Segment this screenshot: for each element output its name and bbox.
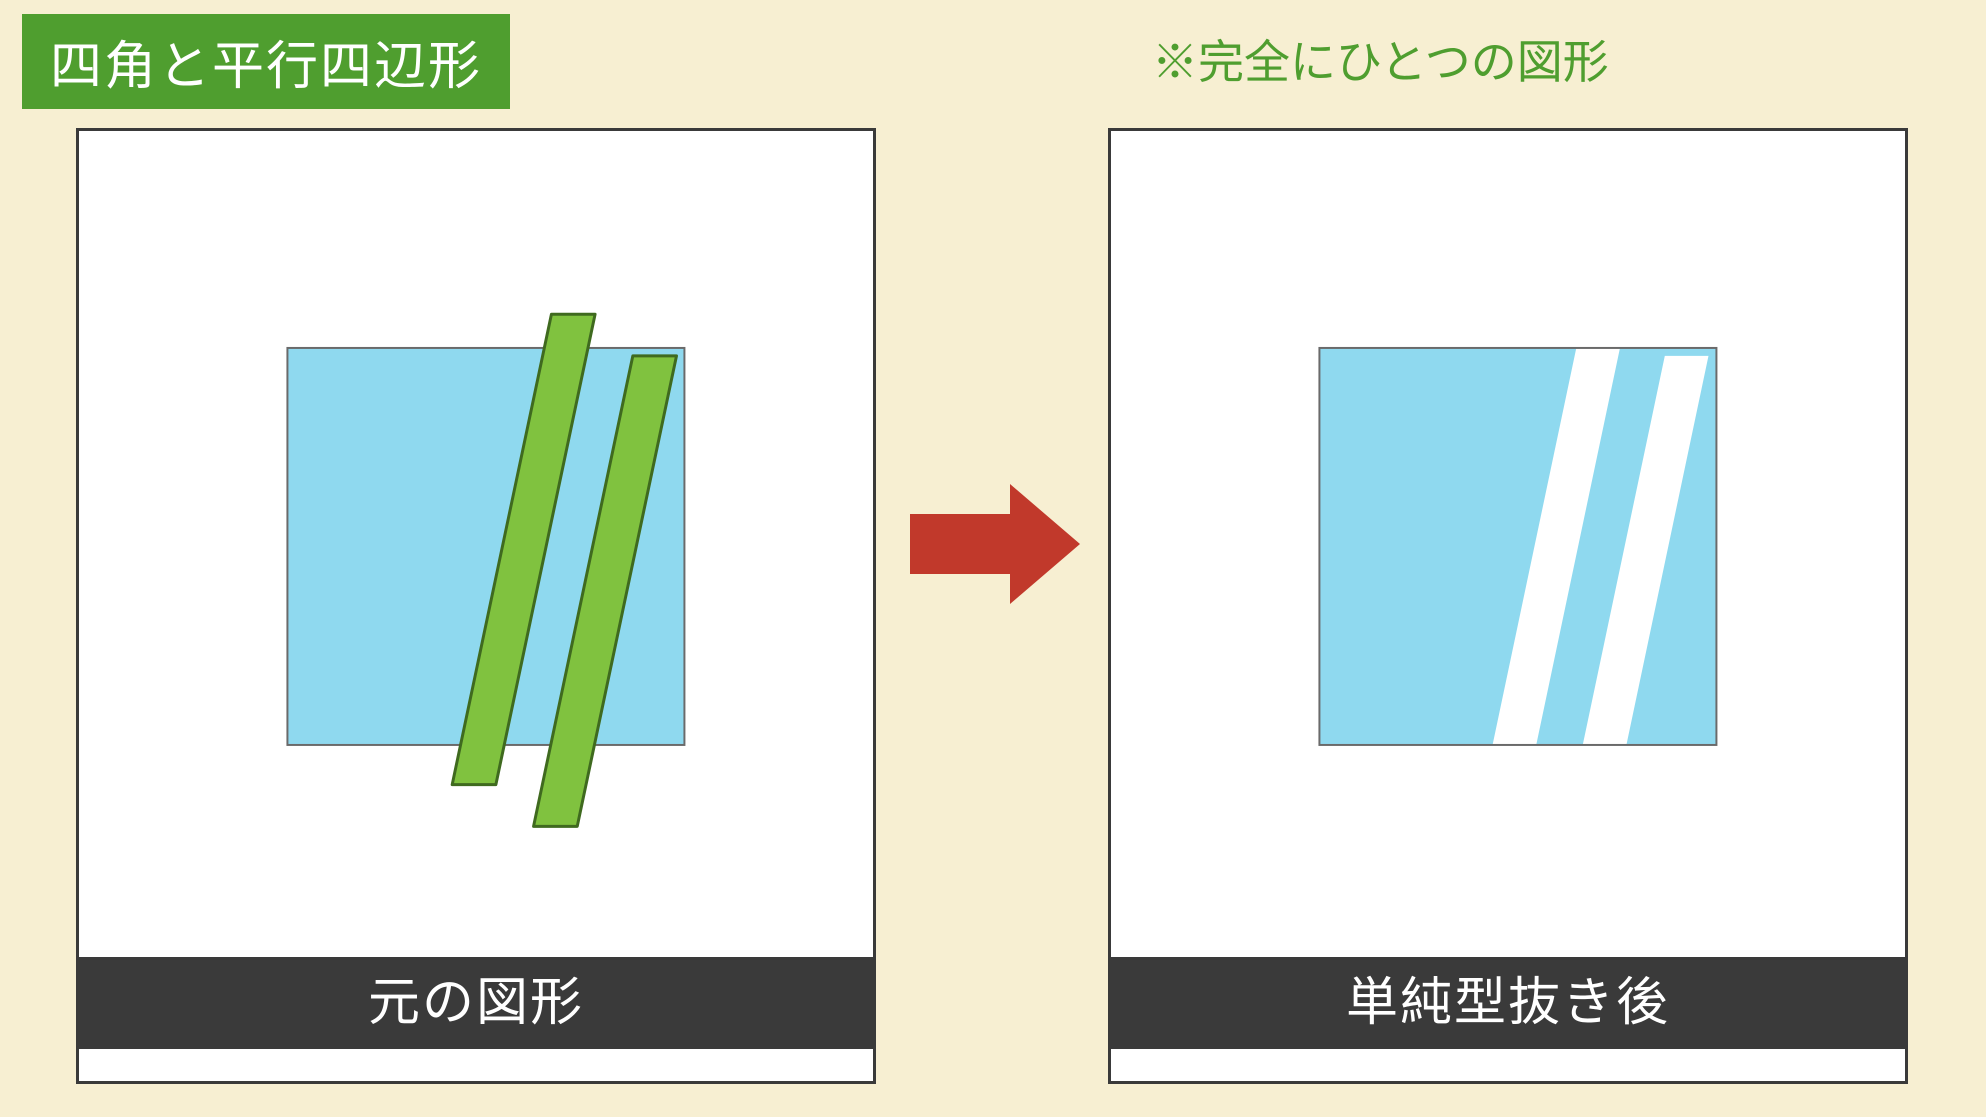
- panel-original: 元の図形: [76, 128, 876, 1084]
- caption-original: 元の図形: [79, 957, 873, 1049]
- note-text: ※完全にひとつの図形: [1152, 26, 1609, 92]
- transform-arrow: [910, 484, 1080, 609]
- arrow-icon: [910, 484, 1080, 604]
- caption-original-text: 元の図形: [368, 974, 584, 1032]
- title-text: 四角と平行四辺形: [50, 38, 482, 96]
- caption-result-text: 単純型抜き後: [1346, 974, 1670, 1032]
- panel-result: 単純型抜き後: [1108, 128, 1908, 1084]
- arrow-right-icon: [910, 484, 1080, 604]
- diagram-result: [1111, 131, 1905, 1081]
- square-with-cutouts: [1319, 314, 1716, 826]
- caption-result: 単純型抜き後: [1111, 957, 1905, 1049]
- title-badge: 四角と平行四辺形: [22, 14, 510, 109]
- diagram-original: [79, 131, 873, 1081]
